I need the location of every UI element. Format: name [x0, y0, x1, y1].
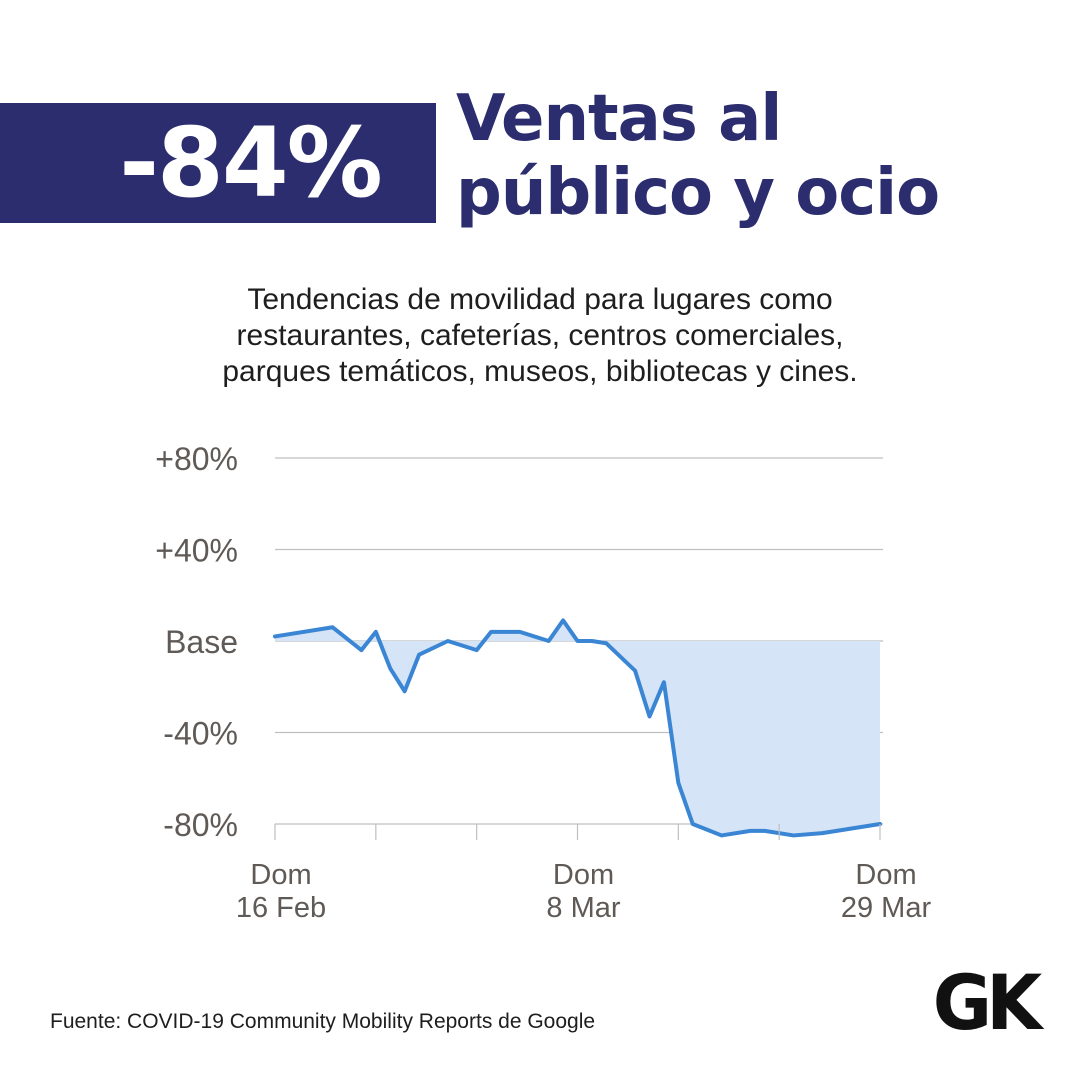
- x-label-date: 8 Mar: [546, 892, 620, 924]
- x-label-day: Dom: [855, 859, 916, 891]
- x-label-day: Dom: [553, 859, 614, 891]
- subtitle-line1: Tendencias de movilidad para lugares com…: [247, 283, 833, 316]
- y-tick-label: +80%: [155, 441, 238, 477]
- x-label-day: Dom: [250, 859, 311, 891]
- x-label-date: 29 Mar: [841, 892, 932, 924]
- subtitle-line3: parques temáticos, museos, bibliotecas y…: [222, 355, 858, 388]
- area-fill: [275, 620, 880, 836]
- x-label-date: 16 Feb: [236, 892, 326, 924]
- gk-logo: GK: [932, 958, 1043, 1047]
- headline-title: Ventas al público y ocio: [456, 82, 1066, 230]
- y-tick-label: +40%: [155, 533, 238, 569]
- headline-title-line2: público y ocio: [456, 156, 940, 230]
- series-line: [273, 618, 882, 838]
- y-tick-label: -40%: [163, 716, 238, 752]
- source-note: Fuente: COVID-19 Community Mobility Repo…: [50, 1010, 596, 1033]
- headline-band: [0, 103, 436, 223]
- headline-percentage: -84%: [119, 107, 383, 219]
- subtitle-line2: restaurantes, cafeterías, centros comerc…: [236, 319, 844, 352]
- chart-subtitle: Tendencias de movilidad para lugares com…: [60, 282, 1020, 390]
- y-tick-label: -80%: [163, 807, 238, 843]
- headline-title-line1: Ventas al: [456, 82, 782, 156]
- y-tick-label: Base: [165, 624, 238, 660]
